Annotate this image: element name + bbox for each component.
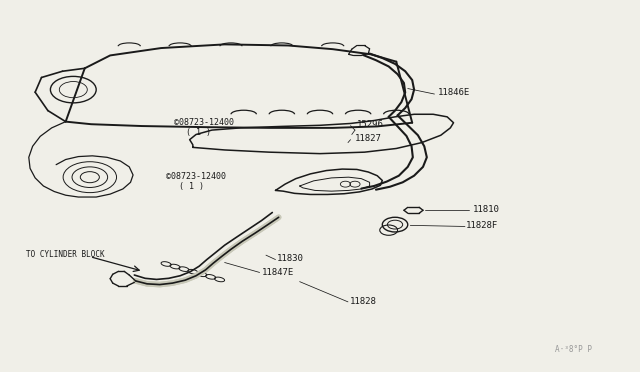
Text: 11846E: 11846E [438,88,470,97]
Text: 11810: 11810 [472,205,499,214]
Text: 11828F: 11828F [467,221,499,230]
Text: 15296: 15296 [357,120,384,129]
Text: ©08723-12400: ©08723-12400 [173,118,234,127]
Text: 11830: 11830 [276,254,303,263]
Text: ( 1 ): ( 1 ) [179,182,204,190]
Text: TO CYLINDER BLOCK: TO CYLINDER BLOCK [26,250,105,259]
Text: 11827: 11827 [355,134,382,143]
Text: 11847E: 11847E [262,268,294,277]
Text: ( 1 ): ( 1 ) [186,128,211,137]
Text: 11828: 11828 [350,298,377,307]
Text: ©08723-12400: ©08723-12400 [166,171,226,181]
Text: A·³8°P P: A·³8°P P [556,345,592,354]
